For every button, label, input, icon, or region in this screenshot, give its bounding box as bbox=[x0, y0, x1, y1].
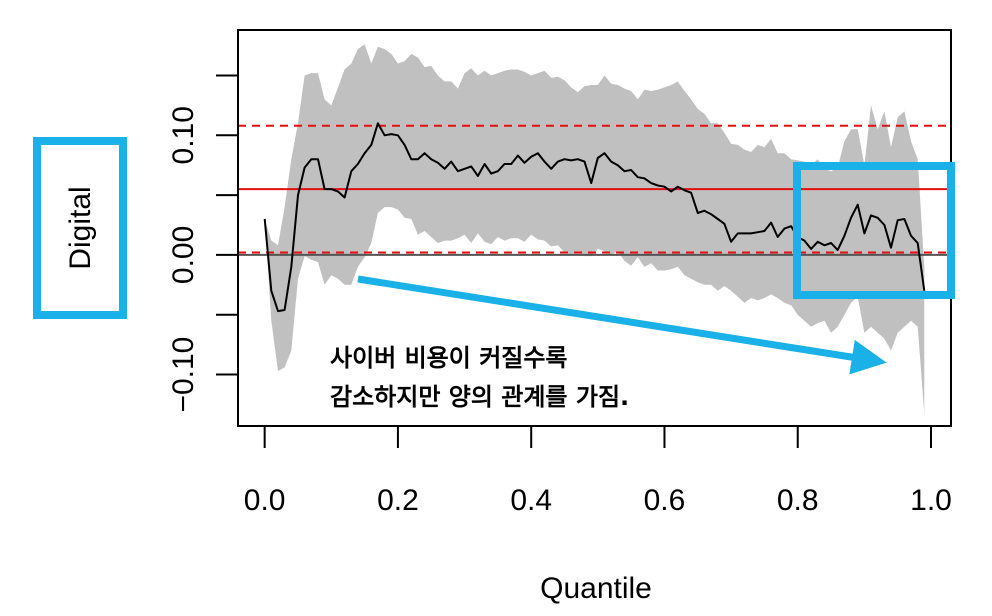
y-axis-title: Digital bbox=[64, 186, 97, 269]
y-axis-title-highlight-box bbox=[33, 137, 127, 319]
confidence-band bbox=[264, 44, 925, 415]
x-tick-label: 1.0 bbox=[910, 484, 952, 517]
confidence-band-layer bbox=[264, 44, 925, 415]
x-axis-title: Quantile bbox=[540, 572, 652, 605]
x-tick-label: 0.2 bbox=[377, 484, 419, 517]
x-tick-label: 0.6 bbox=[644, 484, 686, 517]
series-layer bbox=[263, 122, 926, 313]
x-tick-label: 0.4 bbox=[510, 484, 552, 517]
y-tick-label: 0.00 bbox=[167, 226, 200, 284]
y-tick-label: 0.10 bbox=[167, 106, 200, 164]
y-tick-label: −0.10 bbox=[167, 337, 200, 413]
x-tick-label: 0.0 bbox=[244, 484, 286, 517]
y-axis: −0.10 0.00 0.10 bbox=[167, 74, 239, 413]
trend-arrow bbox=[357, 275, 887, 375]
x-axis: 0.0 0.2 0.4 0.6 0.8 1.0 bbox=[244, 425, 952, 517]
annotation-line-2: 감소하지만 양의 관계를 가짐. bbox=[330, 383, 629, 411]
annotation-line-1: 사이버 비용이 커질수록 bbox=[330, 344, 568, 372]
quantile-coefficient-line bbox=[263, 122, 926, 313]
x-tick-label: 0.8 bbox=[777, 484, 819, 517]
reference-lines-layer bbox=[238, 124, 951, 256]
region-highlight-box bbox=[793, 162, 955, 299]
